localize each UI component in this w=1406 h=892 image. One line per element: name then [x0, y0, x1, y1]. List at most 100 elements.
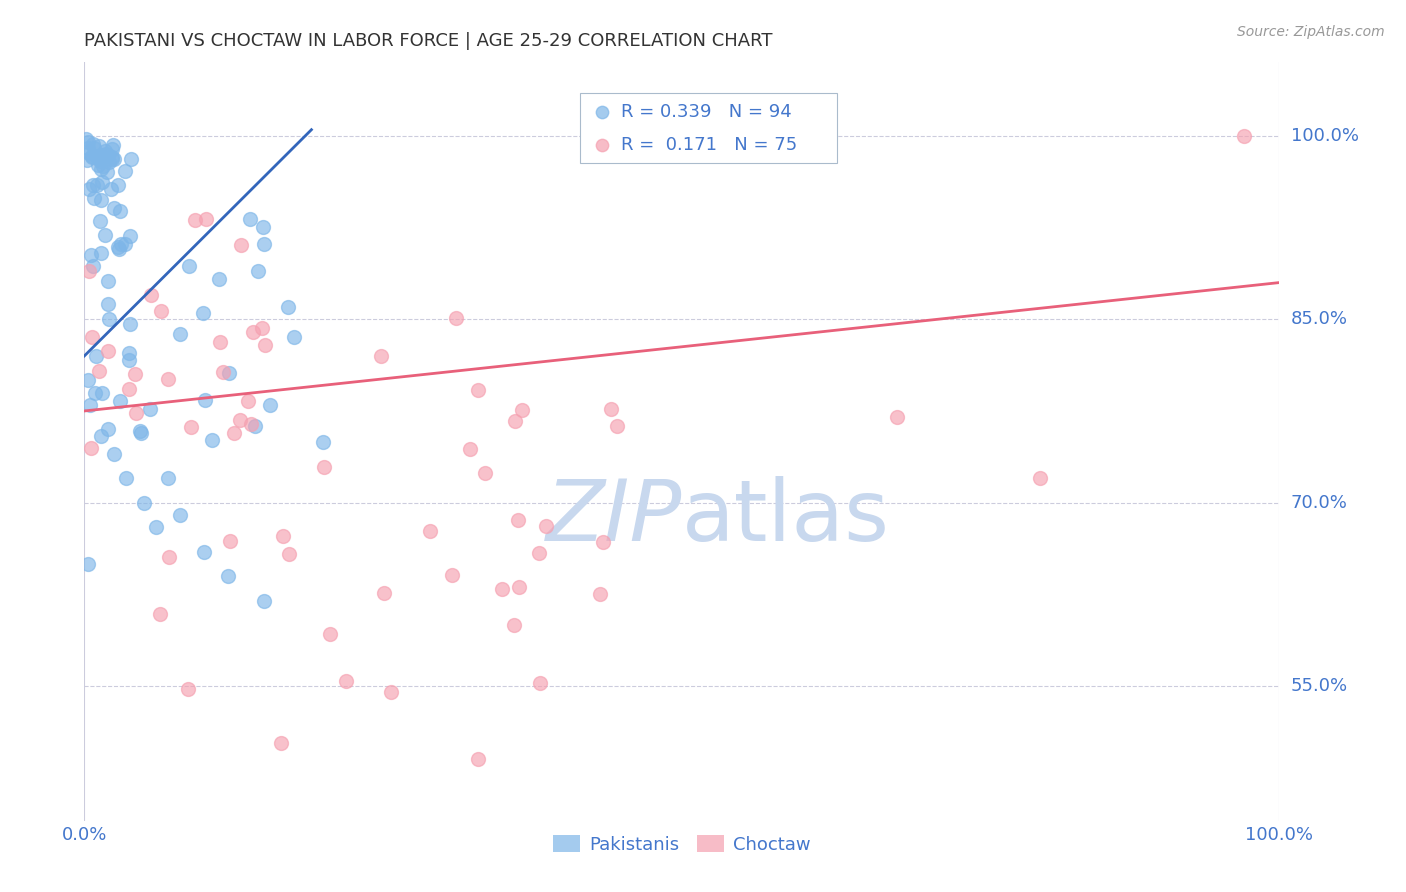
Point — [242, 325, 264, 339]
Point — [159, 550, 181, 565]
Point — [218, 366, 240, 380]
Point — [239, 417, 262, 431]
Point — [97, 274, 120, 288]
Point — [370, 349, 392, 363]
Point — [100, 182, 122, 196]
Point — [209, 334, 232, 349]
Point — [118, 353, 141, 368]
Point — [89, 364, 111, 378]
Point — [97, 148, 120, 162]
Point — [114, 237, 136, 252]
Point — [312, 434, 335, 449]
Point — [82, 178, 104, 193]
Point — [118, 317, 141, 331]
Point — [91, 175, 114, 189]
Point — [107, 178, 129, 193]
Point — [183, 212, 205, 227]
Point — [82, 330, 104, 344]
Point — [120, 152, 142, 166]
Text: ZIP: ZIP — [546, 475, 682, 559]
Point — [79, 398, 101, 412]
Point — [80, 149, 103, 163]
Point — [591, 209, 613, 223]
Point — [218, 533, 240, 548]
Point — [180, 420, 202, 434]
Point — [103, 152, 125, 166]
Point — [129, 424, 152, 438]
Point — [91, 385, 114, 400]
Point — [502, 618, 524, 632]
Point — [278, 547, 301, 561]
Legend: Pakistanis, Choctaw: Pakistanis, Choctaw — [546, 828, 818, 861]
Point — [89, 152, 111, 166]
Point — [149, 607, 172, 622]
Point — [169, 508, 191, 522]
Point — [77, 373, 100, 387]
Point — [86, 349, 108, 363]
Point — [458, 442, 481, 457]
Point — [75, 132, 97, 146]
Point — [529, 676, 551, 690]
Point — [77, 264, 100, 278]
Point — [110, 203, 132, 218]
Point — [156, 371, 179, 385]
Point — [124, 368, 146, 382]
Point — [100, 142, 122, 156]
Point — [118, 346, 141, 360]
Point — [600, 402, 623, 417]
Point — [84, 386, 107, 401]
Point — [246, 264, 269, 278]
Point — [491, 582, 513, 596]
Point — [149, 303, 172, 318]
Point — [139, 401, 162, 416]
Point — [591, 262, 613, 277]
Point — [94, 145, 117, 159]
Point — [114, 164, 136, 178]
Point — [110, 236, 132, 251]
Point — [90, 246, 112, 260]
Point — [129, 425, 152, 440]
Point — [103, 447, 125, 461]
Point — [97, 155, 120, 169]
Point — [94, 227, 117, 242]
Point — [79, 146, 101, 161]
Point — [125, 406, 148, 420]
Point — [270, 736, 292, 750]
Point — [193, 306, 215, 320]
Point — [110, 394, 132, 409]
Point — [201, 433, 224, 447]
Point — [97, 311, 120, 326]
Point — [100, 152, 122, 166]
Point — [446, 311, 468, 326]
Point — [145, 520, 167, 534]
Point — [373, 585, 395, 599]
Point — [90, 150, 112, 164]
Point — [229, 238, 252, 252]
Point — [217, 569, 239, 583]
Point — [89, 153, 111, 168]
Point — [107, 240, 129, 254]
Text: 85.0%: 85.0% — [1291, 310, 1347, 328]
Point — [179, 259, 201, 273]
Point — [314, 459, 336, 474]
Point — [90, 429, 112, 443]
Point — [508, 513, 530, 527]
Text: 100.0%: 100.0% — [1291, 127, 1358, 145]
Point — [97, 297, 120, 311]
Point — [120, 228, 142, 243]
Text: R =  0.171   N = 75: R = 0.171 N = 75 — [621, 136, 797, 154]
Point — [90, 161, 112, 176]
Point — [222, 426, 245, 441]
Point — [194, 393, 217, 408]
FancyBboxPatch shape — [581, 93, 838, 162]
Point — [89, 214, 111, 228]
Point — [253, 236, 276, 251]
Point — [118, 382, 141, 396]
Point — [87, 139, 110, 153]
Point — [319, 627, 342, 641]
Point — [886, 410, 908, 425]
Text: 70.0%: 70.0% — [1291, 493, 1347, 512]
Point — [132, 496, 156, 510]
Point — [194, 211, 217, 226]
Point — [76, 153, 98, 167]
